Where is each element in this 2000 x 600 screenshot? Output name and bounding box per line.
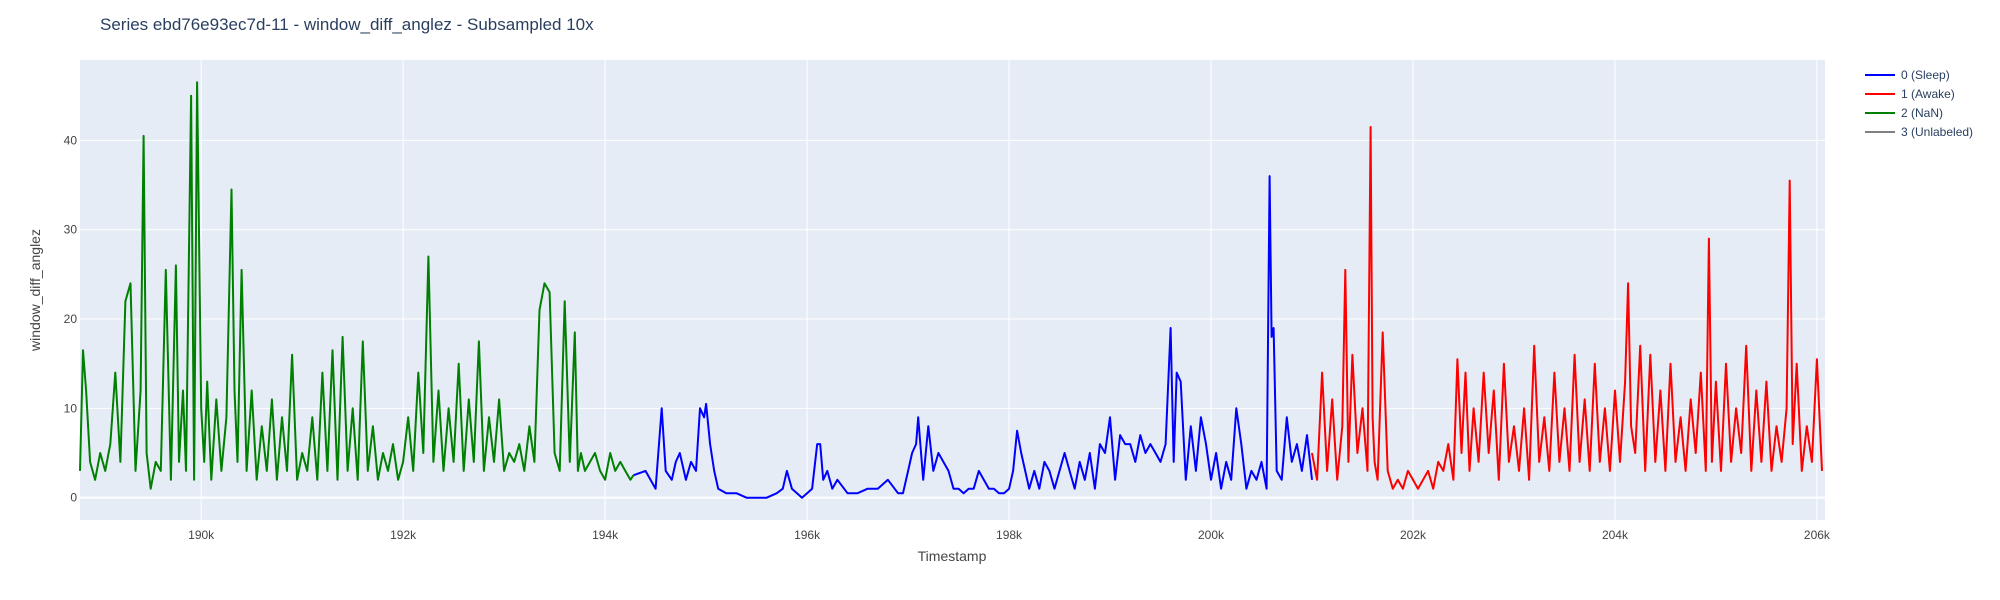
- x-tick-label: 204k: [1602, 528, 1629, 542]
- y-tick-label: 20: [64, 312, 78, 326]
- series-layer: [79, 81, 1823, 499]
- legend-item[interactable]: 1 (Awake): [1865, 87, 1955, 101]
- legend-label: 3 (Unlabeled): [1901, 125, 1973, 139]
- x-tick-label: 200k: [1198, 528, 1225, 542]
- series-line-0: [633, 175, 1313, 499]
- legend-label: 0 (Sleep): [1901, 68, 1950, 82]
- chart-title: Series ebd76e93ec7d-11 - window_diff_ang…: [100, 15, 594, 34]
- y-tick-label: 40: [64, 133, 78, 147]
- y-tick-label: 30: [64, 223, 78, 237]
- x-axis-title: Timestamp: [918, 548, 987, 564]
- legend-item[interactable]: 3 (Unlabeled): [1865, 125, 1973, 139]
- legend-label: 2 (NaN): [1901, 106, 1943, 120]
- series-line-2: [79, 81, 635, 490]
- y-axis-title: window_diff_anglez: [27, 229, 43, 352]
- x-tick-label: 198k: [996, 528, 1023, 542]
- y-tick-label: 10: [64, 401, 78, 415]
- x-axis-ticks: 190k 192k 194k 196k 198k 200k 202k 204k 206k: [188, 528, 1831, 542]
- x-gridlines: [200, 60, 1818, 520]
- series-line-1: [1311, 126, 1823, 490]
- y-axis-ticks: 0 10 20 30 40: [64, 133, 78, 504]
- legend-label: 1 (Awake): [1901, 87, 1955, 101]
- x-tick-label: 190k: [188, 528, 215, 542]
- x-tick-label: 202k: [1400, 528, 1427, 542]
- legend[interactable]: 0 (Sleep) 1 (Awake) 2 (NaN) 3 (Unlabeled): [1865, 68, 1973, 139]
- y-gridlines: [80, 139, 1825, 499]
- x-tick-label: 192k: [390, 528, 417, 542]
- y-tick-label: 0: [70, 491, 77, 505]
- x-tick-label: 196k: [794, 528, 821, 542]
- x-tick-label: 206k: [1804, 528, 1831, 542]
- legend-item[interactable]: 2 (NaN): [1865, 106, 1943, 120]
- legend-item[interactable]: 0 (Sleep): [1865, 68, 1950, 82]
- x-tick-label: 194k: [592, 528, 619, 542]
- plot-background: [80, 60, 1825, 520]
